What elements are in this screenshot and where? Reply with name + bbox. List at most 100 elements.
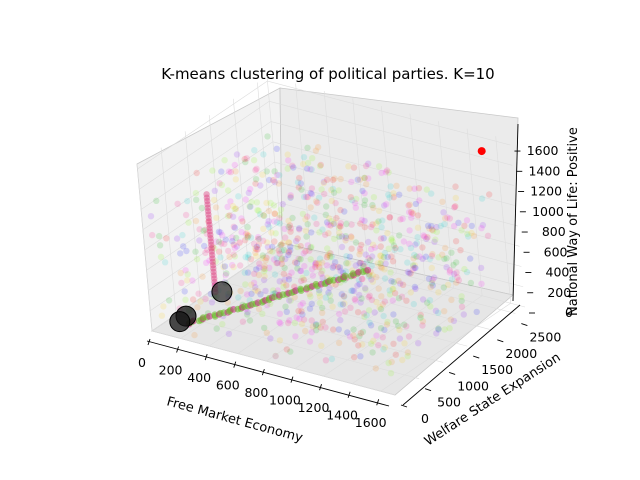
scatter-point xyxy=(237,287,244,295)
axis-panes xyxy=(136,87,519,396)
scatter-point xyxy=(377,252,384,259)
scatter-point xyxy=(257,291,264,298)
scatter-point xyxy=(299,300,306,307)
scatter-point xyxy=(307,204,314,211)
scatter-point xyxy=(315,260,322,267)
scatter-point xyxy=(450,317,458,325)
scatter-point xyxy=(263,254,270,261)
scatter-point xyxy=(365,175,372,182)
scatter-point xyxy=(297,180,305,187)
scatter-point xyxy=(404,259,411,266)
scatter-point xyxy=(246,203,253,210)
scatter-point xyxy=(237,262,244,269)
scatter-point xyxy=(377,243,384,250)
scatter-point xyxy=(355,276,362,283)
scatter-point xyxy=(235,294,242,301)
scatter-point xyxy=(388,235,395,242)
scatter-point xyxy=(245,251,252,258)
scatter-point xyxy=(279,201,286,208)
scatter-point xyxy=(173,235,181,242)
scatter-point xyxy=(322,357,330,364)
scatter-point xyxy=(341,300,348,307)
scatter-point xyxy=(401,321,408,328)
scatter-point xyxy=(202,226,209,233)
highlighted-points xyxy=(169,147,486,333)
scatter-point xyxy=(422,253,430,260)
scatter-point xyxy=(263,199,270,207)
scatter-point xyxy=(236,239,243,247)
scatter-point xyxy=(370,337,377,344)
scatter-point xyxy=(338,233,346,240)
scatter-point xyxy=(307,293,314,300)
scatter-point xyxy=(243,155,250,162)
scatter-point xyxy=(294,265,301,272)
scatter-point xyxy=(360,310,368,317)
scatter-point xyxy=(486,191,493,198)
scatter-point xyxy=(276,337,284,344)
scatter-point xyxy=(315,194,323,201)
scatter-point xyxy=(381,326,388,334)
scatter-point xyxy=(260,237,267,244)
scatter-point xyxy=(357,299,364,306)
scatter-point xyxy=(306,305,314,312)
scatter-point xyxy=(328,197,335,205)
scatter-point xyxy=(411,283,419,291)
scatter-point xyxy=(371,244,379,251)
x-tick-label: 600 xyxy=(216,378,240,393)
scatter-point xyxy=(337,316,344,324)
scatter-point xyxy=(255,271,263,279)
scatter-point xyxy=(343,260,350,267)
y-grid-line xyxy=(160,147,177,315)
scatter-point xyxy=(161,259,169,266)
scatter-point xyxy=(319,274,326,281)
scatter-point xyxy=(375,285,382,292)
scatter-point xyxy=(205,214,212,222)
scatter-point xyxy=(376,304,383,311)
scatter-point xyxy=(342,234,350,242)
scatter-point xyxy=(273,255,280,262)
scatter-point xyxy=(229,234,236,241)
scatter-point xyxy=(195,290,202,297)
scatter-point xyxy=(308,329,315,336)
scatter-point xyxy=(300,276,308,284)
scatter-point xyxy=(417,311,424,319)
scatter-point xyxy=(337,220,344,227)
x-grid-line xyxy=(352,98,369,266)
scatter-point xyxy=(426,255,434,263)
scatter-point xyxy=(209,255,216,262)
scatter-point xyxy=(426,297,434,304)
scatter-point xyxy=(189,296,197,303)
scatter-point xyxy=(388,278,395,285)
scatter-point xyxy=(397,246,404,253)
y-tick-mark xyxy=(449,371,456,375)
scatter-point xyxy=(233,151,241,158)
x-grid-line xyxy=(294,280,426,369)
scatter-point xyxy=(347,233,355,240)
scatter-point xyxy=(285,239,293,246)
scatter-point xyxy=(182,211,190,219)
scatter-point xyxy=(302,216,309,223)
scatter-point xyxy=(287,348,294,355)
scatter-point xyxy=(348,178,355,186)
x-grid-line xyxy=(209,257,340,347)
z-grid-line xyxy=(267,80,511,146)
scatter-point xyxy=(230,223,237,230)
scatter-point xyxy=(453,259,460,266)
scatter-point xyxy=(325,289,332,296)
scatter-point xyxy=(406,209,413,216)
scatter-point xyxy=(256,264,263,271)
scatter-point xyxy=(361,174,368,182)
scatter-point xyxy=(357,220,364,227)
scatter-point xyxy=(157,253,165,261)
scatter-point xyxy=(276,310,284,317)
scatter-point xyxy=(250,279,258,286)
scatter-point xyxy=(282,255,289,263)
scatter-point xyxy=(219,321,226,328)
y-tick-label: 1500 xyxy=(481,362,513,377)
scatter-point xyxy=(328,218,335,225)
scatter-point xyxy=(212,204,220,211)
scatter-point xyxy=(296,315,303,322)
scatter-point xyxy=(452,238,460,245)
scatter-point xyxy=(219,232,226,239)
